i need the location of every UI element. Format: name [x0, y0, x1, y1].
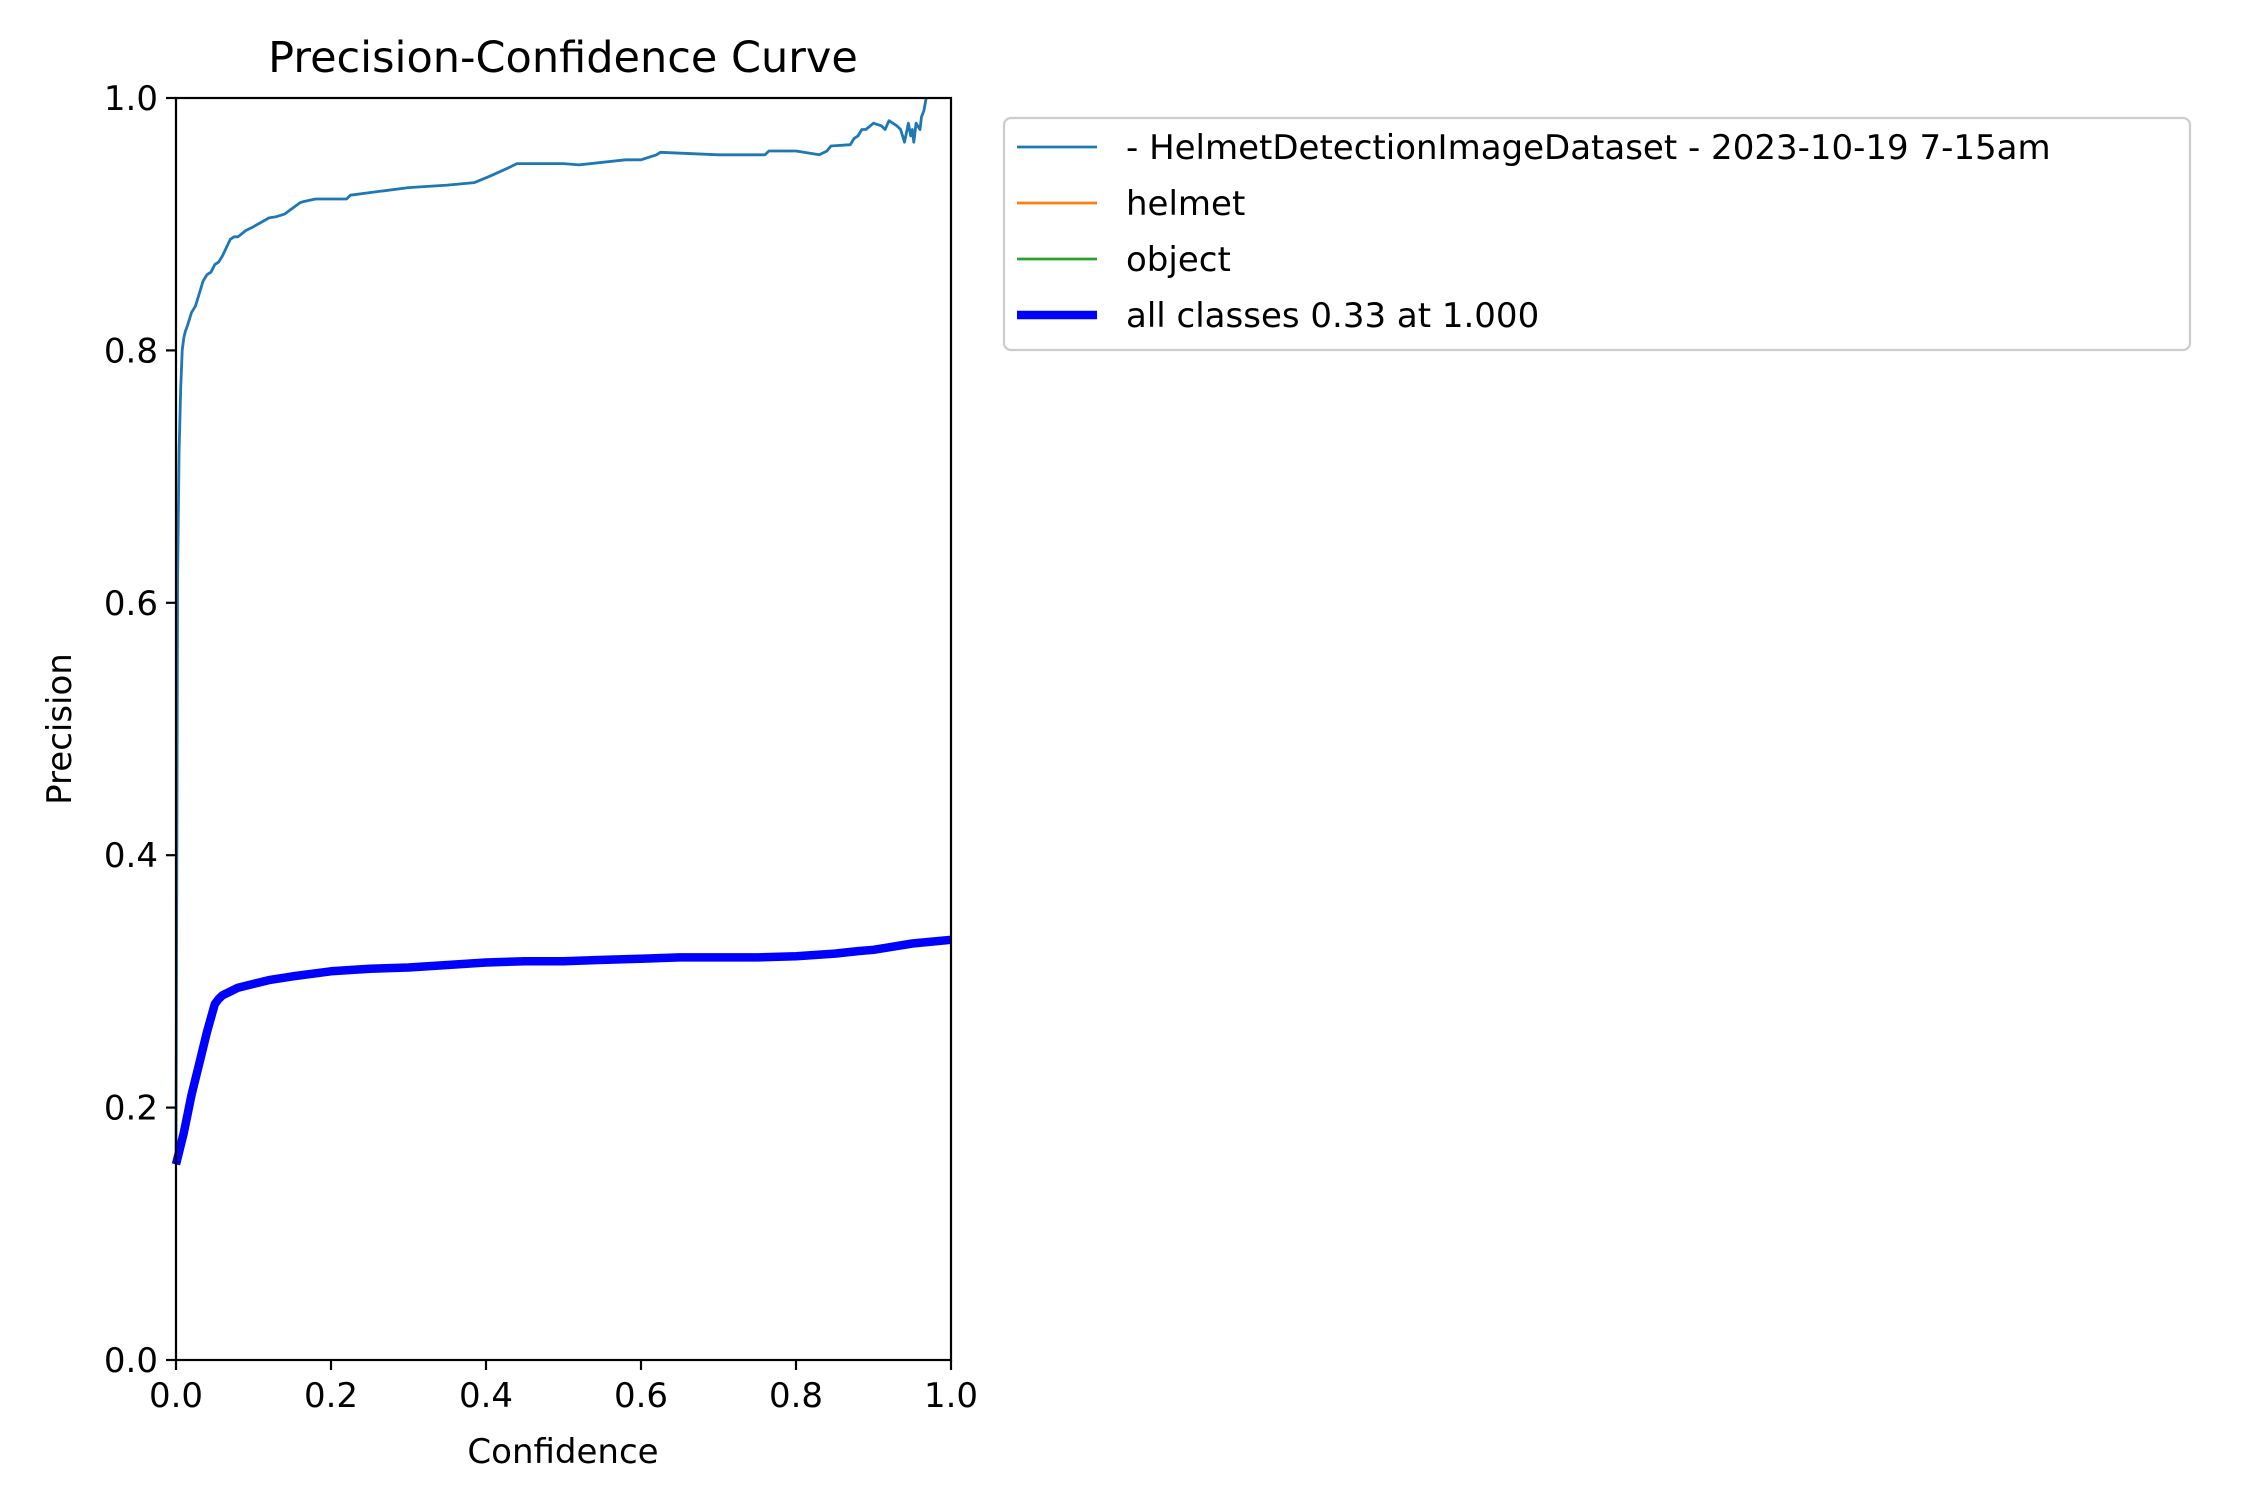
y-tick-label: 0.0 — [104, 1341, 158, 1381]
legend-label-1: helmet — [1126, 184, 1245, 224]
x-tick-label: 0.8 — [769, 1376, 823, 1416]
plot-frame — [174, 96, 953, 1362]
legend-box — [1002, 116, 2192, 352]
series-line-3 — [171, 935, 952, 1166]
legend-label-3: all classes 0.33 at 1.000 — [1126, 296, 1539, 336]
x-tick-label: 0.6 — [614, 1376, 668, 1416]
legend-label-2: object — [1126, 240, 1231, 280]
legend: - HelmetDetectionImageDataset - 2023-10-… — [1002, 116, 2192, 352]
x-tick-label: 1.0 — [924, 1376, 978, 1416]
series-layer — [171, 97, 952, 1166]
x-axis: 0.0 0.2 0.4 0.6 0.8 1.0 — [149, 1360, 978, 1416]
y-axis: 0.0 0.2 0.4 0.6 0.8 1.0 — [104, 79, 176, 1381]
x-tick-label: 0.4 — [459, 1376, 513, 1416]
y-tick-label: 0.8 — [104, 331, 158, 371]
series-line-0 — [174, 97, 928, 1159]
chart-title: Precision-Confidence Curve — [268, 33, 858, 83]
y-tick-label: 0.2 — [104, 1089, 158, 1129]
x-tick-label: 0.0 — [149, 1376, 203, 1416]
x-axis-label: Confidence — [467, 1432, 658, 1472]
y-tick-label: 0.4 — [104, 836, 158, 876]
y-tick-label: 0.6 — [104, 584, 158, 624]
y-axis-label: Precision — [40, 653, 80, 805]
y-tick-label: 1.0 — [104, 79, 158, 119]
legend-label-0: - HelmetDetectionImageDataset - 2023-10-… — [1126, 128, 2051, 168]
legend-entries: - HelmetDetectionImageDataset - 2023-10-… — [1017, 128, 2051, 336]
x-tick-label: 0.2 — [304, 1376, 358, 1416]
